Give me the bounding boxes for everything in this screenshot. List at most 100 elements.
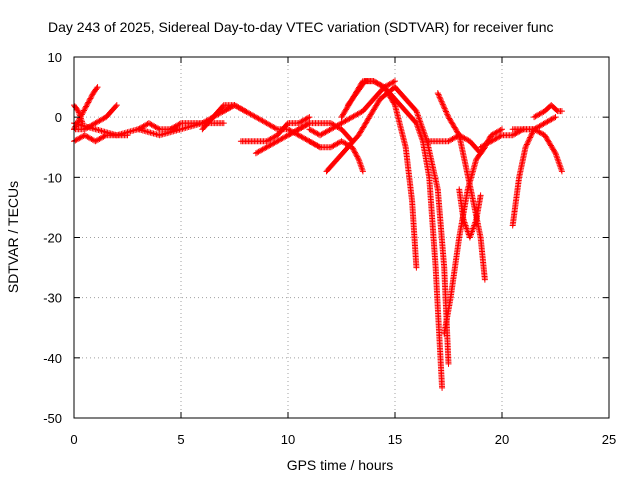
y-tick-label: 10 [48,50,62,65]
data-point [558,108,565,115]
data-point [443,109,450,116]
data-point [522,144,529,151]
data-point [444,111,451,118]
series-arc5 [71,132,131,145]
data-point [551,148,558,155]
data-point [353,152,360,159]
series-arc16 [338,78,420,271]
data-point [219,103,226,110]
data-point [499,126,505,133]
data-point [272,125,279,132]
x-tick-label: 25 [602,432,616,447]
data-point [113,102,120,109]
axis-ticks: 0 5 10 15 20 25 10 0 -10 -20 -30 -40 -50 [43,50,616,447]
data-point [81,106,88,113]
series-arc2 [71,102,120,133]
data-point [439,384,446,391]
data-point [306,114,313,121]
y-tick-label: -20 [43,231,62,246]
data-point [526,135,533,142]
data-point [523,142,530,149]
x-axis-label: GPS time / hours [287,457,394,473]
data-point [112,103,119,110]
data-point [352,150,359,157]
x-tick-label: 5 [177,432,184,447]
data-point [88,94,95,101]
data-point [220,120,227,127]
data-point [441,104,448,111]
data-point [240,107,247,114]
series-arc9 [199,102,249,133]
data-point [349,145,356,152]
data-point [413,264,420,271]
data-point [94,84,101,91]
data-point [436,94,443,101]
data-point [523,141,530,148]
series-arc10 [237,114,313,145]
data-marks [71,78,565,391]
grid [74,57,609,418]
series-arc13 [306,78,398,139]
data-point [435,91,442,98]
data-point [434,90,441,97]
data-point [155,125,162,132]
data-point [352,149,359,156]
data-point [305,120,312,127]
data-point [527,134,534,141]
data-point [85,98,92,105]
data-point [552,114,559,121]
data-point [88,92,95,99]
y-axis-label: SDTVAR / TECUs [5,181,21,293]
data-point [551,114,558,121]
series-arc25 [509,126,565,175]
series-arc14 [306,138,366,175]
data-point [359,168,366,175]
y-tick-label: -10 [43,170,62,185]
data-point [445,360,452,367]
data-point [178,126,184,133]
data-point [439,101,446,108]
data-point [441,105,448,112]
series-arc26 [531,102,565,121]
data-point [80,108,87,115]
y-tick-label: -50 [43,411,62,426]
data-point [354,154,361,161]
data-point [82,104,89,111]
y-tick-label: -40 [43,351,62,366]
x-tick-label: 10 [281,432,295,447]
data-point [315,143,322,150]
chart-title: Day 243 of 2025, Sidereal Day-to-day VTE… [48,19,554,35]
data-point [437,95,444,102]
data-point [85,99,92,106]
data-point [477,192,484,199]
data-point [83,102,90,109]
data-point [497,132,504,139]
data-point [80,107,87,114]
data-point [87,95,94,102]
x-tick-label: 20 [495,432,509,447]
data-point [176,120,183,127]
data-point [497,126,504,133]
series-arc21 [441,144,488,337]
data-point [525,138,532,145]
data-point [438,98,445,105]
data-point [84,100,91,107]
data-point [390,78,397,85]
data-point [442,108,449,115]
x-tick-label: 0 [70,432,77,447]
data-point [79,110,86,117]
data-point [444,112,451,119]
data-point [93,85,100,92]
series-arc17 [344,78,446,391]
series-arc15 [323,84,398,175]
y-tick-label: -30 [43,291,62,306]
data-point [124,132,131,139]
x-tick-label: 15 [388,432,402,447]
data-point [83,103,90,110]
data-point [527,133,534,140]
data-point [305,114,312,121]
data-point [354,153,361,160]
data-point [439,100,446,107]
data-point [437,97,444,104]
